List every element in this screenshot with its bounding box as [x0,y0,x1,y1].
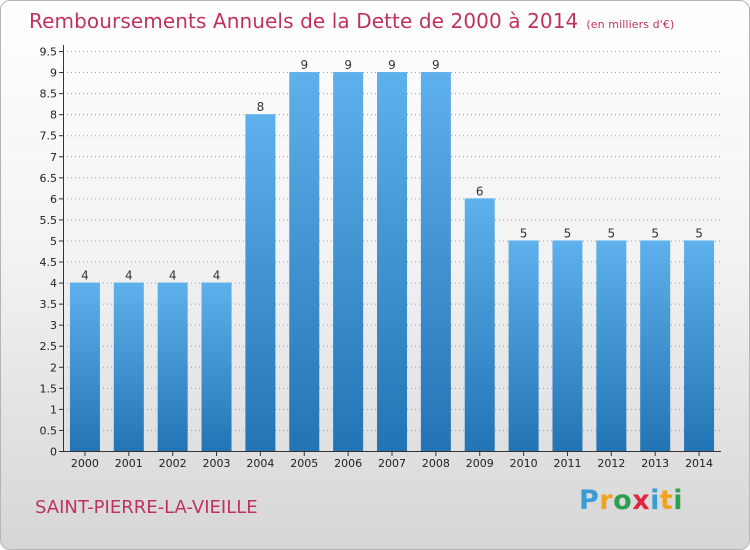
x-tick-label: 2013 [641,457,669,470]
x-tick-label: 2008 [422,457,450,470]
logo-letter: i [673,485,684,516]
x-tick-label: 2001 [115,457,143,470]
y-tick-label: 3 [50,319,57,332]
y-tick-label: 9 [50,67,57,80]
y-tick-label: 4.5 [40,256,58,269]
data-label: 4 [125,269,133,283]
logo-letter: o [613,485,633,516]
x-tick-label: 2003 [203,457,231,470]
x-tick-label: 2011 [553,457,581,470]
data-label: 4 [81,269,89,283]
data-label: 5 [651,226,659,240]
bar [596,240,627,451]
y-tick-label: 9.5 [40,46,58,59]
y-tick-label: 4 [50,277,57,290]
y-tick-label: 7 [50,151,57,164]
y-tick-label: 1.5 [40,382,58,395]
y-tick-label: 6 [50,193,57,206]
x-tick-label: 2010 [510,457,538,470]
bar [113,282,144,451]
y-tick-label: 1 [50,403,57,416]
data-label: 4 [169,269,177,283]
bar [684,240,715,451]
data-label: 8 [257,100,265,114]
data-label: 9 [300,58,308,72]
x-tick-label: 2007 [378,457,406,470]
data-label: 5 [520,226,528,240]
y-tick-label: 2 [50,361,57,374]
logo-letter: P [579,485,600,516]
x-tick-label: 2005 [290,457,318,470]
y-tick-label: 5 [50,235,57,248]
y-tick-label: 6.5 [40,172,58,185]
y-tick-label: 0.5 [40,424,58,437]
chart-title-block: Remboursements Annuels de la Dette de 20… [29,9,674,33]
data-label: 9 [388,58,396,72]
data-label: 5 [608,226,616,240]
x-tick-label: 2012 [597,457,625,470]
bar [157,282,188,451]
bar [201,282,232,451]
y-tick-label: 8 [50,109,57,122]
bar [508,240,539,451]
data-label: 9 [344,58,352,72]
data-label: 5 [564,226,572,240]
x-tick-label: 2004 [246,457,274,470]
y-tick-label: 8.5 [40,88,58,101]
y-tick-label: 2.5 [40,340,58,353]
y-tick-label: 5.5 [40,214,58,227]
data-label: 4 [213,269,221,283]
logo-letter: x [632,485,651,516]
data-label: 5 [695,226,703,240]
bar [552,240,583,451]
data-label: 6 [476,184,484,198]
x-tick-label: 2000 [71,457,99,470]
bar [69,282,100,451]
bar [464,198,495,451]
logo-letter: t [659,485,674,516]
x-tick-label: 2002 [159,457,187,470]
y-tick-label: 3.5 [40,298,58,311]
x-tick-label: 2006 [334,457,362,470]
bar [333,72,364,451]
logo-letter: r [599,485,614,516]
bar [640,240,671,451]
bar [420,72,451,451]
commune-name: SAINT-PIERRE-LA-VIEILLE [35,497,258,518]
bar [289,72,320,451]
bar [245,114,276,451]
logo-letter: i [650,485,660,516]
y-tick-label: 0 [50,446,57,459]
x-tick-label: 2014 [685,457,713,470]
proxiti-logo: Proxiti [579,485,683,516]
chart-subtitle: (en milliers d'€) [586,18,675,31]
chart-title: Remboursements Annuels de la Dette de 20… [29,9,579,33]
y-tick-label: 7.5 [40,130,58,143]
data-label: 9 [432,58,440,72]
x-tick-label: 2009 [466,457,494,470]
bar [377,72,407,451]
